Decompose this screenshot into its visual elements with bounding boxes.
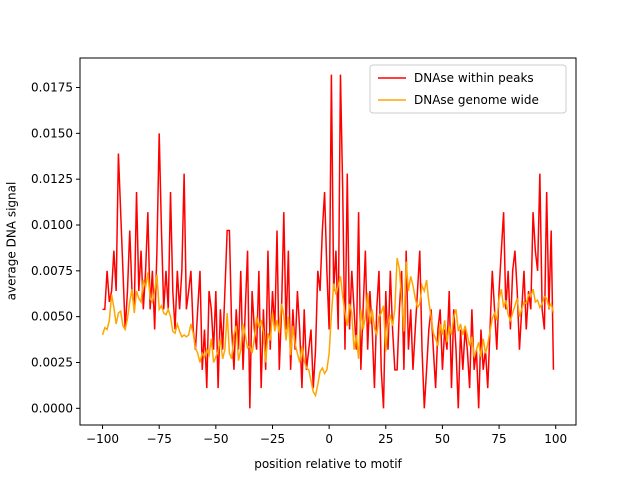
- y-tick-label: 0.0075: [31, 264, 73, 278]
- legend-label: DNAse within peaks: [414, 71, 534, 85]
- legend-label: DNAse genome wide: [414, 93, 539, 107]
- x-tick-label: −100: [86, 432, 119, 446]
- y-axis-label: average DNA signal: [5, 182, 19, 301]
- x-tick-label: 50: [435, 432, 450, 446]
- y-tick-label: 0.0175: [31, 81, 73, 95]
- x-tick-label: −25: [260, 432, 285, 446]
- x-tick-label: −50: [203, 432, 228, 446]
- x-tick-label: 0: [325, 432, 333, 446]
- y-tick-label: 0.0000: [31, 401, 73, 415]
- line-series: [101, 257, 555, 398]
- y-tick-label: 0.0050: [31, 310, 73, 324]
- x-tick-label: −75: [147, 432, 172, 446]
- x-tick-label: 75: [491, 432, 506, 446]
- legend-box: [369, 64, 567, 114]
- plot-frame: [79, 57, 577, 426]
- x-tick-label: 25: [378, 432, 393, 446]
- y-tick-label: 0.0025: [31, 355, 73, 369]
- line-series: [102, 74, 555, 409]
- y-tick-label: 0.0150: [31, 126, 73, 140]
- x-tick-label: 100: [544, 432, 567, 446]
- x-axis-label: position relative to motif: [254, 457, 402, 471]
- y-tick-label: 0.0100: [31, 218, 73, 232]
- y-tick-label: 0.0125: [31, 172, 73, 186]
